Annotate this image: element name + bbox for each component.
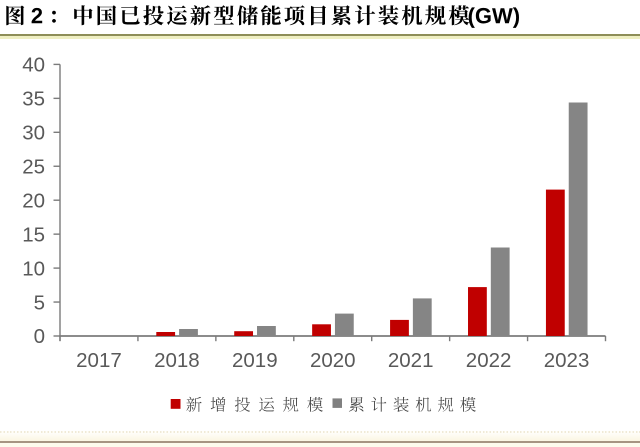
svg-text:2018: 2018 xyxy=(154,349,200,372)
svg-text:2017: 2017 xyxy=(76,349,122,372)
svg-text:2021: 2021 xyxy=(388,349,434,372)
svg-text:2019: 2019 xyxy=(232,349,278,372)
svg-text:5: 5 xyxy=(34,291,45,314)
svg-text:0: 0 xyxy=(34,325,45,348)
svg-text:40: 40 xyxy=(22,54,45,77)
svg-text:35: 35 xyxy=(22,88,45,111)
svg-text:2020: 2020 xyxy=(310,349,356,372)
svg-text:15: 15 xyxy=(22,223,45,246)
svg-text:20: 20 xyxy=(22,189,45,212)
svg-text:30: 30 xyxy=(22,122,45,145)
svg-text:10: 10 xyxy=(22,257,45,280)
svg-text:2023: 2023 xyxy=(544,349,590,372)
svg-text:25: 25 xyxy=(22,155,45,178)
svg-text:2022: 2022 xyxy=(466,349,512,372)
